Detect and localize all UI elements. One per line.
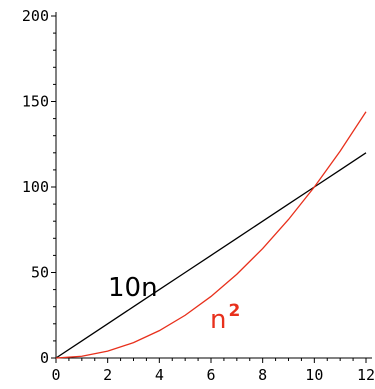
y-tick-label: 200 — [22, 7, 49, 25]
x-tick-label: 8 — [258, 366, 267, 384]
series-group — [55, 111, 367, 359]
x-tick-label: 6 — [206, 366, 215, 384]
x-tick-label: 2 — [103, 366, 112, 384]
y-tick-label: 50 — [31, 264, 49, 282]
series-label-10n: 10n — [108, 273, 158, 303]
x-tick-label: 0 — [51, 366, 60, 384]
y-tick-label: 100 — [22, 178, 49, 196]
series-label-n-base: n — [210, 305, 226, 335]
series-line-n-squared — [55, 111, 367, 359]
x-tick-label: 4 — [155, 366, 164, 384]
x-tick-label: 10 — [305, 366, 323, 384]
axes — [55, 12, 372, 359]
series-label-n-exponent: 2 — [228, 301, 240, 321]
x-tick-label: 12 — [357, 366, 375, 384]
tick-group: 0 50 100 150 200 0 2 4 6 8 10 12 — [22, 7, 375, 384]
y-tick-label: 0 — [40, 349, 49, 367]
y-tick-label: 150 — [22, 93, 49, 111]
